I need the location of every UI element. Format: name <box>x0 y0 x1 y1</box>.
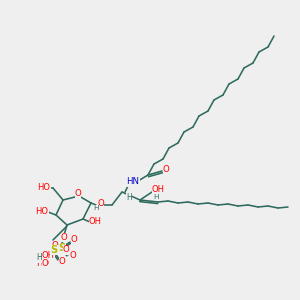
Text: S: S <box>58 243 66 253</box>
Text: O: O <box>163 166 170 175</box>
Text: HN: HN <box>127 178 140 187</box>
Text: H: H <box>153 194 159 200</box>
Text: H: H <box>126 193 132 202</box>
Text: HO: HO <box>37 259 50 268</box>
Text: HO: HO <box>35 208 49 217</box>
Text: S: S <box>50 245 58 255</box>
Text: O: O <box>70 251 76 260</box>
Text: O: O <box>58 257 65 266</box>
Text: H: H <box>36 254 42 262</box>
Text: OH: OH <box>152 185 164 194</box>
Text: O: O <box>63 245 69 254</box>
Text: O: O <box>52 241 58 250</box>
Text: O: O <box>42 259 48 268</box>
Text: OH: OH <box>41 251 55 260</box>
Text: HO: HO <box>38 182 50 191</box>
Text: O: O <box>61 232 68 242</box>
Text: O: O <box>75 190 81 199</box>
Text: OH: OH <box>88 218 101 226</box>
Text: H: H <box>93 205 99 211</box>
Text: O: O <box>98 200 104 208</box>
Text: O: O <box>70 236 77 244</box>
